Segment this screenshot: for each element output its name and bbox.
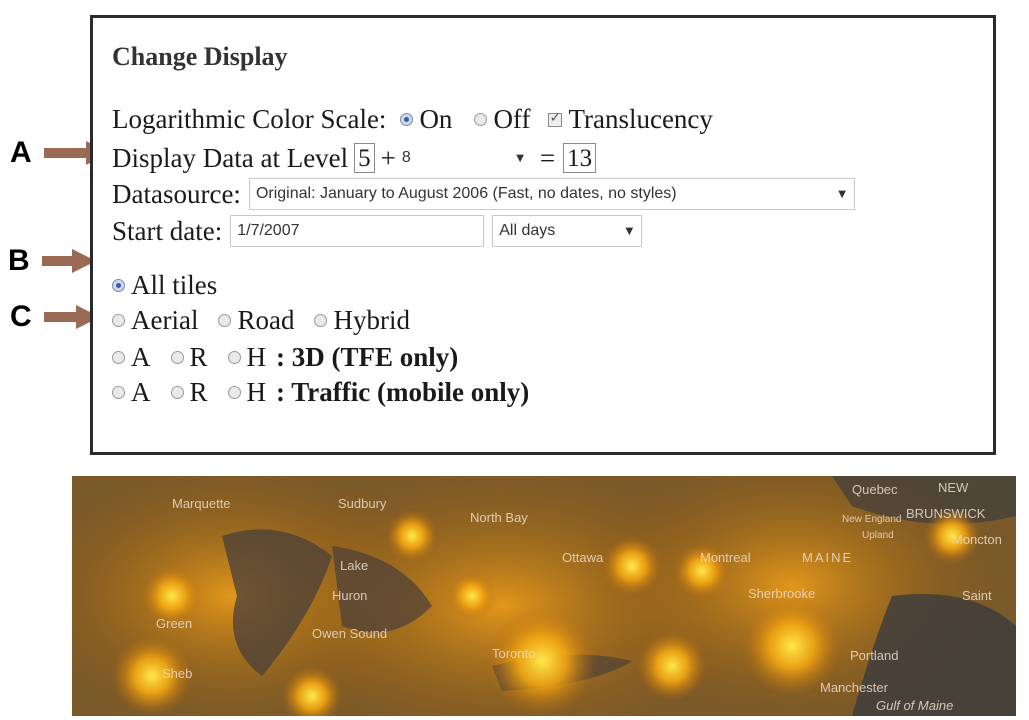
annotation-arrow-b: B (8, 244, 96, 278)
annotation-label-a: A (10, 136, 32, 169)
log-scale-on-label: On (419, 104, 453, 134)
log-scale-on-radio[interactable] (400, 113, 414, 126)
map-label: Sheb (162, 666, 193, 681)
level-offset-value: 8 (401, 149, 411, 166)
traffic-h-radio[interactable] (227, 386, 241, 399)
road-radio[interactable] (218, 314, 232, 327)
traffic-r-label: R (189, 377, 208, 407)
3d-h-radio[interactable] (227, 351, 241, 364)
all-tiles-radio[interactable] (112, 279, 125, 292)
start-date-input[interactable]: 1/7/2007 (230, 215, 485, 247)
start-date-label: Start date: (112, 215, 223, 246)
level-base-field[interactable]: 5 (354, 143, 375, 173)
datasource-select[interactable]: Original: January to August 2006 (Fast, … (248, 178, 855, 210)
log-scale-row: Logarithmic Color Scale: On Off Transluc… (112, 104, 713, 135)
hybrid-label: Hybrid (333, 305, 410, 335)
log-scale-label: Logarithmic Color Scale: (112, 104, 387, 134)
map-label: Manchester (820, 680, 888, 695)
map-label: Moncton (952, 532, 1002, 547)
start-date-row: Start date: 1/7/2007 All days ▼ (112, 215, 643, 247)
dropdown-caret-icon: ▼ (625, 225, 634, 237)
datasource-value: Original: January to August 2006 (Fast, … (255, 185, 677, 202)
map-label: Sudbury (338, 496, 387, 511)
datasource-label: Datasource: (112, 178, 241, 209)
map-label: Sherbrooke (748, 586, 816, 601)
datasource-row: Datasource: Original: January to August … (112, 178, 855, 210)
aerial-radio[interactable] (112, 314, 125, 327)
map-label: NEW (938, 480, 969, 495)
map-label: Green (156, 616, 193, 631)
aerial-label: Aerial (131, 305, 199, 335)
map-label: Huron (332, 588, 368, 603)
hybrid-radio[interactable] (314, 314, 328, 327)
map-label: Marquette (172, 496, 231, 511)
road-label: Road (237, 305, 295, 335)
all-tiles-row: All tiles (112, 270, 217, 301)
annotation-arrow-c: C (10, 300, 100, 334)
date-range-select[interactable]: All days ▼ (492, 215, 643, 247)
map-label: Quebec (852, 482, 898, 497)
traffic-a-label: A (131, 377, 151, 407)
3d-suffix: : 3D (TFE only) (276, 342, 459, 372)
level-label: Display Data at Level (112, 142, 349, 173)
dropdown-caret-icon: ▼ (516, 152, 524, 164)
map-label: MAINE (802, 550, 854, 565)
map-label: Montreal (700, 550, 751, 565)
3d-a-radio[interactable] (112, 351, 125, 364)
arrow-right-icon (44, 305, 100, 329)
arrow-right-icon (42, 249, 96, 273)
map-label: Saint (962, 588, 992, 603)
log-scale-off-label: Off (493, 104, 531, 134)
traffic-r-radio[interactable] (170, 386, 184, 399)
annotation-label-b: B (8, 244, 30, 277)
panel-title: Change Display (112, 42, 288, 71)
level-plus-sign: + (380, 142, 396, 173)
level-result-field: 13 (563, 143, 597, 173)
3d-r-label: R (189, 342, 208, 372)
change-display-panel: Change Display Logarithmic Color Scale: … (90, 15, 996, 455)
heatmap-layer (72, 476, 1016, 716)
map-label: Gulf of Maine (876, 698, 954, 713)
map-label: Owen Sound (312, 626, 388, 641)
map-label: North Bay (470, 510, 528, 525)
traffic-h-label: H (246, 377, 267, 407)
map-label: Toronto (492, 646, 536, 661)
traffic-row: A R H : Traffic (mobile only) (112, 377, 529, 408)
traffic-suffix: : Traffic (mobile only) (276, 377, 530, 407)
map-label: Upland (862, 530, 894, 541)
all-tiles-label: All tiles (131, 270, 218, 300)
map-label: BRUNSWICK (906, 506, 986, 521)
map-label: Portland (850, 648, 899, 663)
level-offset-select[interactable]: 8 ▼ (399, 142, 532, 174)
dropdown-caret-icon: ▼ (838, 188, 846, 200)
heatmap-map[interactable]: Marquette Sudbury North Bay Quebec NEW B… (72, 476, 1016, 716)
log-scale-off-radio[interactable] (474, 113, 488, 126)
annotation-label-c: C (10, 300, 32, 333)
map-style-row: Aerial Road Hybrid (112, 305, 410, 336)
3d-h-label: H (246, 342, 267, 372)
date-range-value: All days (499, 222, 556, 239)
translucency-checkbox[interactable] (548, 110, 563, 127)
3d-row: A R H : 3D (TFE only) (112, 342, 458, 373)
level-equals-sign: = (539, 142, 556, 173)
map-label: New England (842, 514, 902, 525)
traffic-a-radio[interactable] (112, 386, 125, 399)
3d-a-label: A (131, 342, 151, 372)
map-label: Ottawa (562, 550, 604, 565)
3d-r-radio[interactable] (170, 351, 184, 364)
translucency-label: Translucency (568, 104, 713, 134)
map-label: Lake (340, 558, 369, 573)
level-row: Display Data at Level 5 + 8 ▼ = 13 (112, 142, 597, 174)
